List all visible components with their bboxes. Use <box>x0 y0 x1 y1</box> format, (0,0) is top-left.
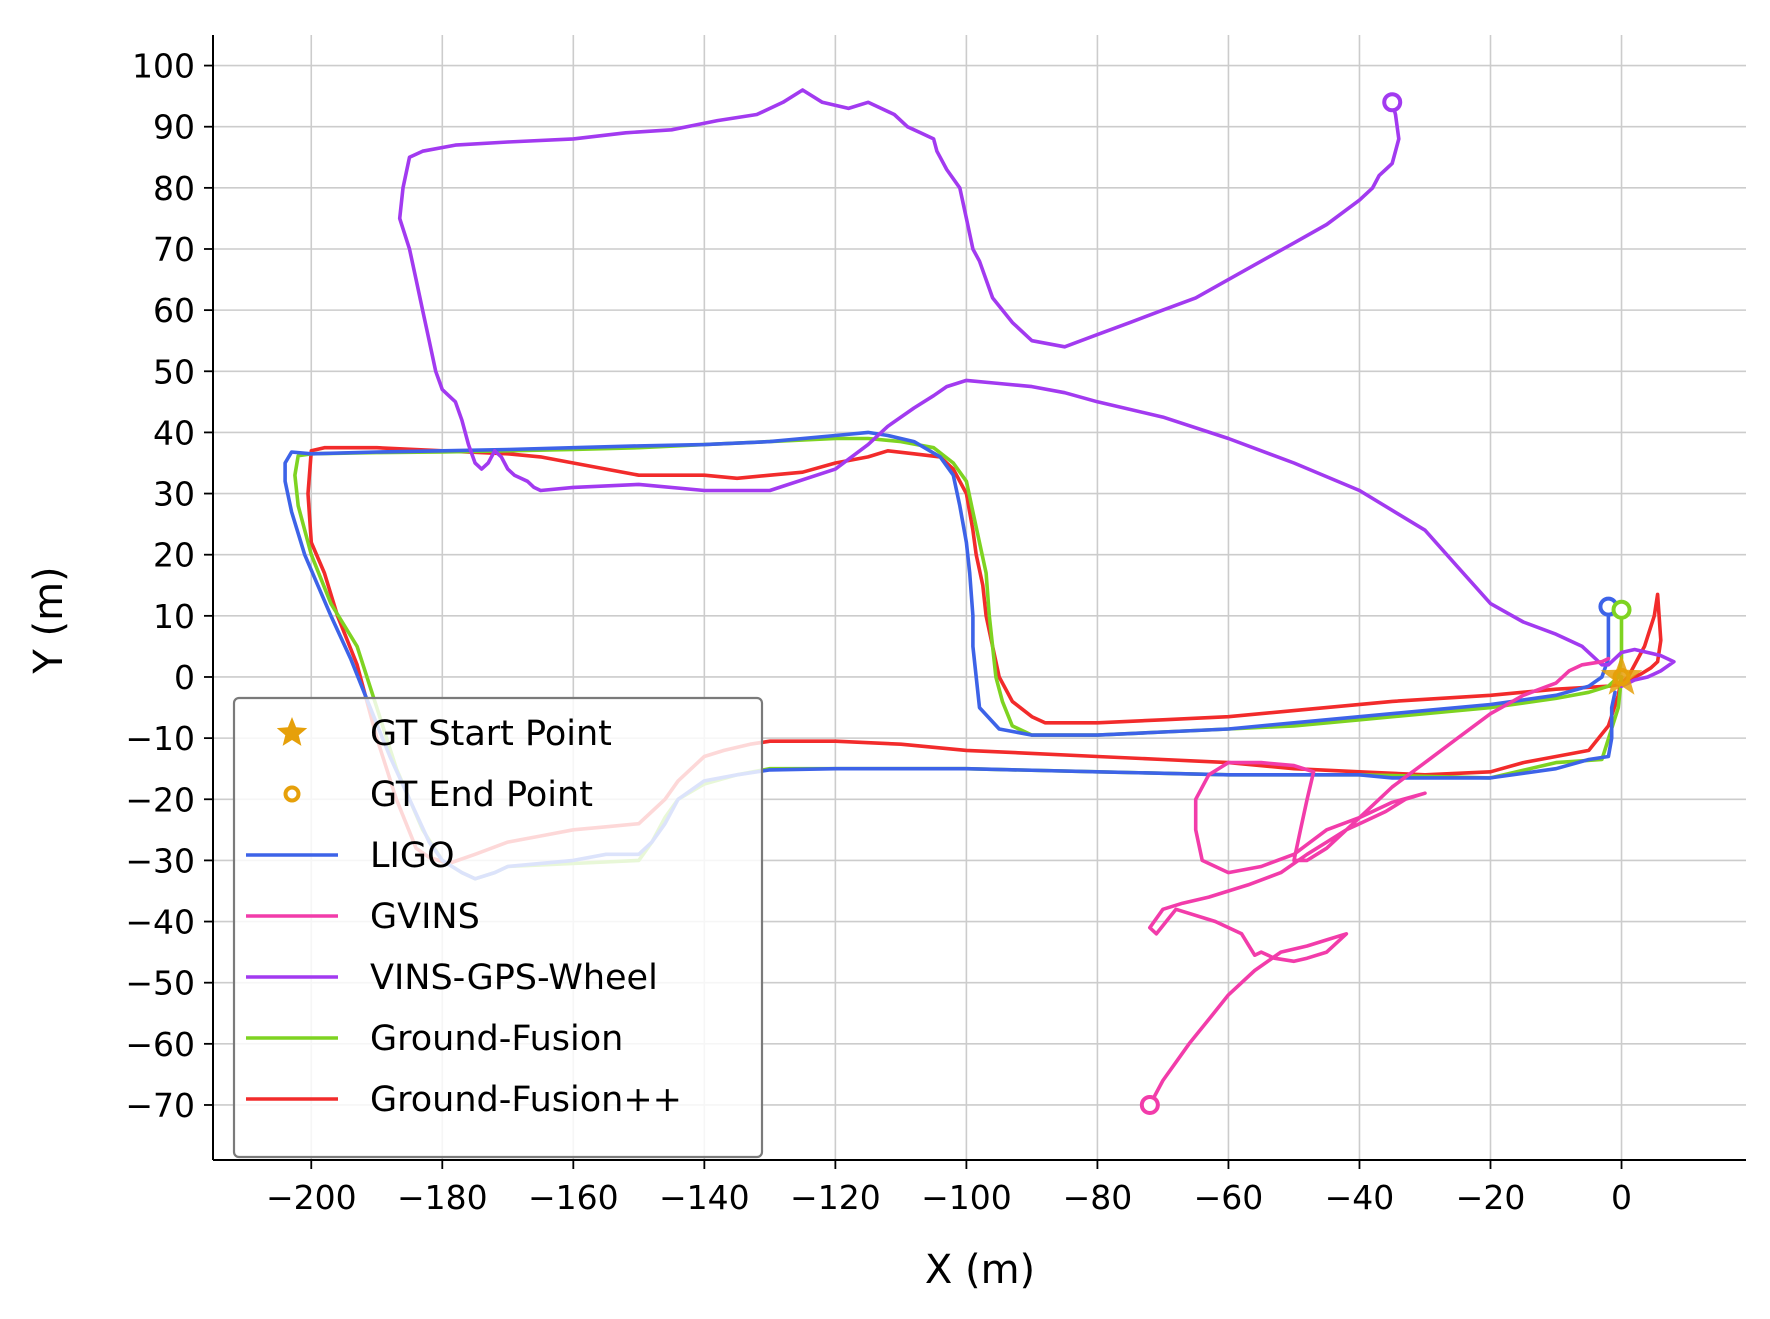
series-line-vins-gps-wheel <box>397 88 1676 688</box>
legend-item: GT Start Point <box>276 714 612 754</box>
legend-item: GVINS <box>246 897 480 937</box>
x-tick-label: −40 <box>1325 1178 1395 1217</box>
gt-end-marker <box>1612 667 1631 686</box>
legend-item: Ground-Fusion++ <box>246 1080 682 1120</box>
y-tick-label: −30 <box>125 841 195 880</box>
y-tick-label: 100 <box>132 47 195 86</box>
y-tick-label: −50 <box>125 964 195 1003</box>
y-tick-label: 60 <box>153 291 195 330</box>
series-endpoint-marker <box>1139 1094 1160 1115</box>
markers <box>1139 92 1643 1115</box>
series-endpoint-marker <box>1611 599 1632 620</box>
y-tick-label: 40 <box>153 413 195 452</box>
legend-label: GT End Point <box>370 775 593 815</box>
y-axis-label: Y (m) <box>26 566 72 674</box>
y-tick-label: −10 <box>125 719 195 758</box>
x-tick-label: −100 <box>921 1178 1012 1217</box>
y-tick-label: −20 <box>125 780 195 819</box>
y-tick-label: 0 <box>174 658 195 697</box>
legend-item: GT End Point <box>283 775 593 815</box>
x-tick-label: −20 <box>1456 1178 1526 1217</box>
gt-start-marker <box>1600 655 1643 695</box>
y-tick-label: 50 <box>153 352 195 391</box>
y-tick-label: 10 <box>153 597 195 636</box>
y-tick-label: 70 <box>153 230 195 269</box>
legend-label: LIGO <box>370 836 455 876</box>
y-tick-label: 20 <box>153 536 195 575</box>
legend-label: VINS-GPS-Wheel <box>370 958 658 998</box>
y-tick-label: 90 <box>153 108 195 147</box>
x-tick-label: −180 <box>397 1178 488 1217</box>
x-tick-label: −200 <box>266 1178 357 1217</box>
series-line-ligo <box>283 430 1617 881</box>
legend-label: Ground-Fusion <box>370 1019 623 1059</box>
legend-box <box>232 696 764 1159</box>
y-tick-label: −70 <box>125 1086 195 1125</box>
x-tick-label: −120 <box>790 1178 881 1217</box>
legend-label: Ground-Fusion++ <box>370 1080 682 1120</box>
y-tick-label: −60 <box>125 1025 195 1064</box>
legend-label: GT Start Point <box>370 714 612 754</box>
y-tick-label: −40 <box>125 903 195 942</box>
legend-item: Ground-Fusion <box>246 1019 623 1059</box>
x-tick-label: 0 <box>1611 1178 1632 1217</box>
tick-labels: −200 −180 −160 −140 −120 −100 −80 −60 −40 −20 0100… <box>125 47 1632 1217</box>
axes <box>204 35 1746 1169</box>
x-tick-label: −140 <box>659 1178 750 1217</box>
y-tick-label: 80 <box>153 169 195 208</box>
legend: GT Start Point GT End Point LIGO GVINS VINS-… <box>232 696 764 1159</box>
legend-item: LIGO <box>246 836 455 876</box>
legend-item: VINS-GPS-Wheel <box>246 958 658 998</box>
series-line-gvins <box>1148 656 1611 1107</box>
series-endpoint-marker <box>1382 92 1403 113</box>
x-tick-label: −80 <box>1063 1178 1133 1217</box>
x-tick-label: −160 <box>528 1178 619 1217</box>
legend-label: GVINS <box>370 897 480 937</box>
legend-star-icon <box>276 717 308 746</box>
x-axis-label: X (m) <box>925 1247 1035 1293</box>
y-tick-label: 30 <box>153 475 195 514</box>
legend-ring-icon <box>283 785 301 803</box>
x-tick-label: −60 <box>1194 1178 1264 1217</box>
